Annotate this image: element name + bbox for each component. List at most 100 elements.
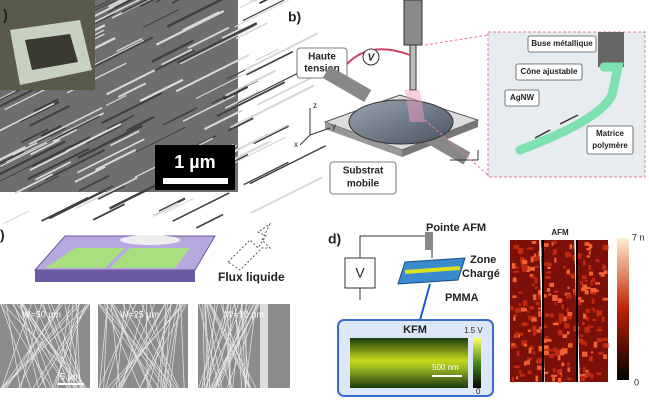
texture xyxy=(592,318,597,322)
texture xyxy=(590,287,597,294)
texture xyxy=(565,251,570,258)
texture xyxy=(579,334,584,338)
texture xyxy=(86,124,123,144)
texture xyxy=(588,271,594,276)
label-box xyxy=(527,35,597,53)
texture xyxy=(0,303,53,389)
texture xyxy=(553,249,557,254)
texture xyxy=(558,313,564,319)
texture xyxy=(126,115,155,132)
kfm-image xyxy=(350,338,468,388)
texture xyxy=(542,243,549,247)
texture xyxy=(528,306,535,310)
texture xyxy=(113,0,133,9)
texture xyxy=(21,303,69,389)
texture xyxy=(30,139,61,156)
texture xyxy=(540,366,544,371)
texture xyxy=(178,24,256,65)
texture xyxy=(13,303,47,389)
texture xyxy=(172,192,230,222)
texture xyxy=(584,290,589,295)
texture xyxy=(107,0,125,8)
texture xyxy=(515,331,518,338)
texture xyxy=(512,277,517,283)
texture xyxy=(582,373,588,378)
texture xyxy=(121,0,149,13)
texture xyxy=(139,303,187,389)
texture xyxy=(535,375,539,382)
texture xyxy=(586,316,589,321)
texture xyxy=(151,39,194,63)
texture xyxy=(596,338,603,343)
texture xyxy=(244,303,257,389)
texture xyxy=(585,372,591,377)
texture xyxy=(548,313,554,317)
texture xyxy=(602,342,609,348)
texture xyxy=(539,326,543,330)
texture xyxy=(539,248,545,251)
texture xyxy=(591,277,596,282)
texture xyxy=(161,48,193,66)
texture xyxy=(26,147,90,181)
texture xyxy=(517,332,524,336)
texture xyxy=(527,329,531,332)
zoom-line xyxy=(424,34,489,46)
texture xyxy=(573,325,579,332)
texture xyxy=(556,369,562,373)
texture xyxy=(164,303,172,389)
texture xyxy=(567,343,573,348)
texture xyxy=(557,330,563,336)
texture xyxy=(234,0,290,28)
texture xyxy=(148,303,172,389)
texture xyxy=(208,303,216,389)
texture xyxy=(518,291,523,294)
texture xyxy=(216,81,286,117)
texture xyxy=(250,176,323,215)
texture xyxy=(530,276,536,279)
texture xyxy=(582,366,586,373)
texture xyxy=(569,244,573,250)
texture xyxy=(243,161,289,186)
texture xyxy=(229,303,232,389)
axis xyxy=(299,134,311,146)
texture xyxy=(528,315,531,321)
texture xyxy=(152,202,179,218)
panel-a: ) 1 µm xyxy=(0,0,330,229)
texture xyxy=(38,303,90,389)
texture xyxy=(598,351,604,355)
texture xyxy=(566,362,570,366)
texture xyxy=(175,54,250,93)
texture xyxy=(586,247,592,251)
scale-label: 1 µm xyxy=(174,152,215,172)
texture xyxy=(568,273,575,277)
texture xyxy=(590,373,594,379)
texture xyxy=(14,173,53,194)
texture xyxy=(107,303,185,389)
label-box xyxy=(586,125,634,155)
texture xyxy=(77,124,143,159)
label: Matrice xyxy=(596,129,625,138)
texture xyxy=(232,303,242,389)
texture xyxy=(538,307,542,310)
texture xyxy=(591,299,595,302)
texture xyxy=(561,304,565,310)
charged-zone xyxy=(404,266,461,274)
texture xyxy=(28,175,60,192)
texture xyxy=(103,303,141,389)
texture xyxy=(158,197,186,213)
texture xyxy=(596,309,602,314)
droplet xyxy=(120,235,180,245)
label-box xyxy=(515,63,583,81)
arrow xyxy=(419,283,431,321)
texture xyxy=(603,270,608,275)
texture xyxy=(528,347,532,354)
texture xyxy=(242,0,285,22)
texture xyxy=(529,273,534,278)
texture xyxy=(516,350,520,357)
texture xyxy=(235,22,268,40)
label-box xyxy=(329,161,397,195)
texture xyxy=(105,303,132,389)
texture xyxy=(64,303,83,389)
nozzle-detail xyxy=(598,32,624,67)
